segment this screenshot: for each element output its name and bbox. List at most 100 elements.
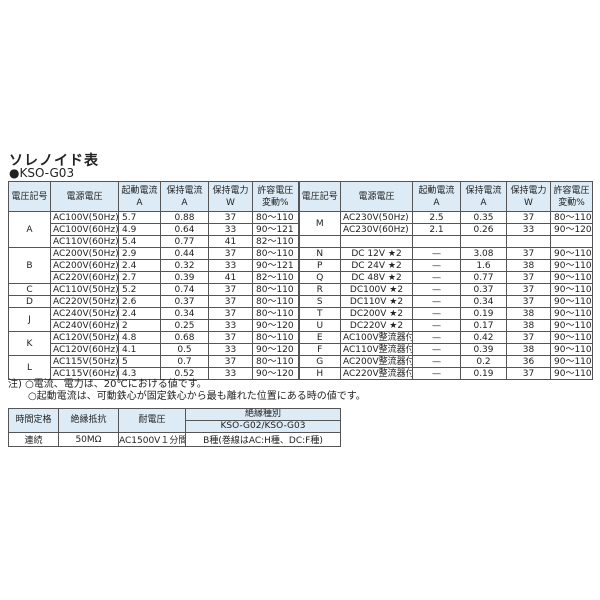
holding-power: 37 bbox=[208, 283, 253, 296]
holding-power: 41 bbox=[208, 271, 253, 284]
starting-current: — bbox=[412, 343, 461, 356]
voltage-code: P bbox=[297, 259, 341, 272]
allowable-variation: 90〜110 bbox=[550, 259, 593, 272]
page-title: ソレノイド表 bbox=[9, 153, 99, 169]
voltage-code: G bbox=[297, 355, 341, 368]
starting-current: 2.7 bbox=[118, 271, 161, 284]
header-models: KSO-G02/KSO-G03 bbox=[185, 420, 341, 433]
starting-current: — bbox=[412, 247, 461, 260]
supply-voltage: DC110V ★2 bbox=[340, 295, 413, 308]
allowable-variation: 82〜110 bbox=[252, 235, 299, 248]
holding-power: 37 bbox=[208, 307, 253, 320]
allowable-variation: 80〜110 bbox=[252, 295, 299, 308]
holding-current: 0.37 bbox=[160, 295, 209, 308]
voltage-code: J bbox=[8, 307, 51, 332]
starting-current: — bbox=[412, 295, 461, 308]
holding-power: 36 bbox=[506, 355, 551, 368]
supply-voltage: AC110V整流器付 bbox=[340, 343, 413, 356]
holding-current: 3.08 bbox=[460, 247, 507, 260]
starting-current: 2.6 bbox=[118, 295, 161, 308]
holding-current: 0.37 bbox=[460, 283, 507, 296]
column-header: 保持電力 W bbox=[506, 181, 551, 212]
holding-power: 37 bbox=[208, 355, 253, 368]
supply-voltage: DC 48V ★2 bbox=[340, 271, 413, 284]
note-2: ○起動電流は、可動鉄心が固定鉄心から最も離れた位置にある時の値です。 bbox=[8, 391, 366, 402]
allowable-variation: 80〜110 bbox=[550, 211, 593, 224]
supply-voltage: AC230V(50Hz) bbox=[340, 211, 413, 224]
starting-current: — bbox=[412, 355, 461, 368]
voltage-code bbox=[297, 235, 341, 248]
holding-current: 0.52 bbox=[160, 367, 209, 380]
voltage-code: N bbox=[297, 247, 341, 260]
allowable-variation: 90〜110 bbox=[550, 343, 593, 356]
holding-current: 0.44 bbox=[160, 247, 209, 260]
starting-current: — bbox=[412, 259, 461, 272]
allowable-variation: 80〜110 bbox=[252, 283, 299, 296]
allowable-variation: 80〜110 bbox=[252, 307, 299, 320]
allowable-variation: 90〜110 bbox=[550, 295, 593, 308]
column-header: 電圧記号 bbox=[297, 181, 341, 212]
allowable-variation: 90〜110 bbox=[550, 271, 593, 284]
supply-voltage bbox=[340, 235, 413, 248]
starting-current: 5 bbox=[118, 355, 161, 368]
column-header: 電圧記号 bbox=[8, 181, 51, 212]
allowable-variation bbox=[550, 235, 593, 248]
starting-current: — bbox=[412, 307, 461, 320]
holding-power: 37 bbox=[506, 211, 551, 224]
table-row: AC115V(60Hz) 4.3 0.52 33 90〜120 H AC220V整流器付 —0… bbox=[9, 367, 593, 380]
starting-current: — bbox=[412, 319, 461, 332]
table-row: C AC110V(50Hz) 5.2 0.74 37 80〜110 R DC100V ★2—0… bbox=[8, 283, 593, 296]
supply-voltage: AC220V(50Hz) bbox=[50, 295, 119, 308]
holding-current: 0.77 bbox=[460, 271, 507, 284]
allowable-variation: 90〜110 bbox=[550, 319, 593, 332]
voltage-code: D bbox=[8, 295, 51, 308]
holding-current: 0.17 bbox=[460, 319, 507, 332]
table-row: L AC115V(50Hz) 5 0.7 37 80〜110 G AC200V整流器付 —0.2… bbox=[8, 355, 593, 380]
holding-current: 0.64 bbox=[160, 223, 209, 236]
holding-current: 0.88 bbox=[160, 211, 209, 224]
supply-voltage: AC110V(50Hz) bbox=[50, 283, 119, 296]
allowable-variation: 82〜110 bbox=[252, 271, 299, 284]
allowable-variation: 90〜110 bbox=[550, 331, 593, 344]
holding-power: 33 bbox=[208, 259, 253, 272]
holding-current: 0.74 bbox=[160, 283, 209, 296]
allowable-variation: 90〜120 bbox=[550, 223, 593, 236]
voltage-code: L bbox=[8, 355, 51, 380]
allowable-variation: 80〜110 bbox=[252, 355, 299, 368]
cell-insulation-resistance: 50MΩ bbox=[58, 432, 119, 447]
supply-voltage: AC110V(60Hz) bbox=[50, 235, 119, 248]
starting-current: — bbox=[412, 283, 461, 296]
supply-voltage: AC100V(60Hz) bbox=[50, 223, 119, 236]
holding-current: 0.2 bbox=[460, 355, 507, 368]
holding-power: 37 bbox=[506, 247, 551, 260]
holding-power: 33 bbox=[208, 319, 253, 332]
starting-current: 5.2 bbox=[118, 283, 161, 296]
supply-voltage: DC100V ★2 bbox=[340, 283, 413, 296]
starting-current bbox=[412, 235, 461, 248]
holding-current: 0.39 bbox=[460, 343, 507, 356]
holding-current bbox=[460, 235, 507, 248]
holding-power: 37 bbox=[208, 247, 253, 260]
holding-current: 0.34 bbox=[460, 295, 507, 308]
holding-current: 1.6 bbox=[460, 259, 507, 272]
starting-current: — bbox=[412, 367, 461, 380]
voltage-code: R bbox=[297, 283, 341, 296]
holding-power: 33 bbox=[208, 223, 253, 236]
table-row: AC110V(60Hz) 5.4 0.77 41 82〜110 bbox=[9, 235, 593, 248]
holding-power: 38 bbox=[506, 343, 551, 356]
holding-current: 0.19 bbox=[460, 367, 507, 380]
header-withstand-voltage: 耐電圧 bbox=[118, 408, 186, 433]
table-row: A AC100V(50Hz) 5.7 0.88 37 80〜110 M AC230V(50Hz… bbox=[8, 211, 593, 248]
allowable-variation: 90〜110 bbox=[550, 307, 593, 320]
supply-voltage: DC220V ★2 bbox=[340, 319, 413, 332]
supply-voltage: AC200V整流器付 bbox=[340, 355, 413, 368]
column-header: 保持電力 W bbox=[208, 181, 253, 212]
solenoid-table: 電圧記号 電源電圧 起動電流 A 保持電流 A 保持電力 W 許容電圧 変動% 電圧記号 電源… bbox=[8, 181, 593, 380]
supply-voltage: AC200V(60Hz) bbox=[50, 259, 119, 272]
voltage-code: T bbox=[297, 307, 341, 320]
table-row: AC120V(60Hz) 4.1 0.5 33 90〜120 F AC110V整流器付 —0.… bbox=[9, 343, 593, 356]
starting-current: — bbox=[412, 331, 461, 344]
voltage-code: M bbox=[297, 211, 341, 236]
column-header: 保持電流 A bbox=[460, 181, 507, 212]
allowable-variation: 80〜110 bbox=[252, 211, 299, 224]
